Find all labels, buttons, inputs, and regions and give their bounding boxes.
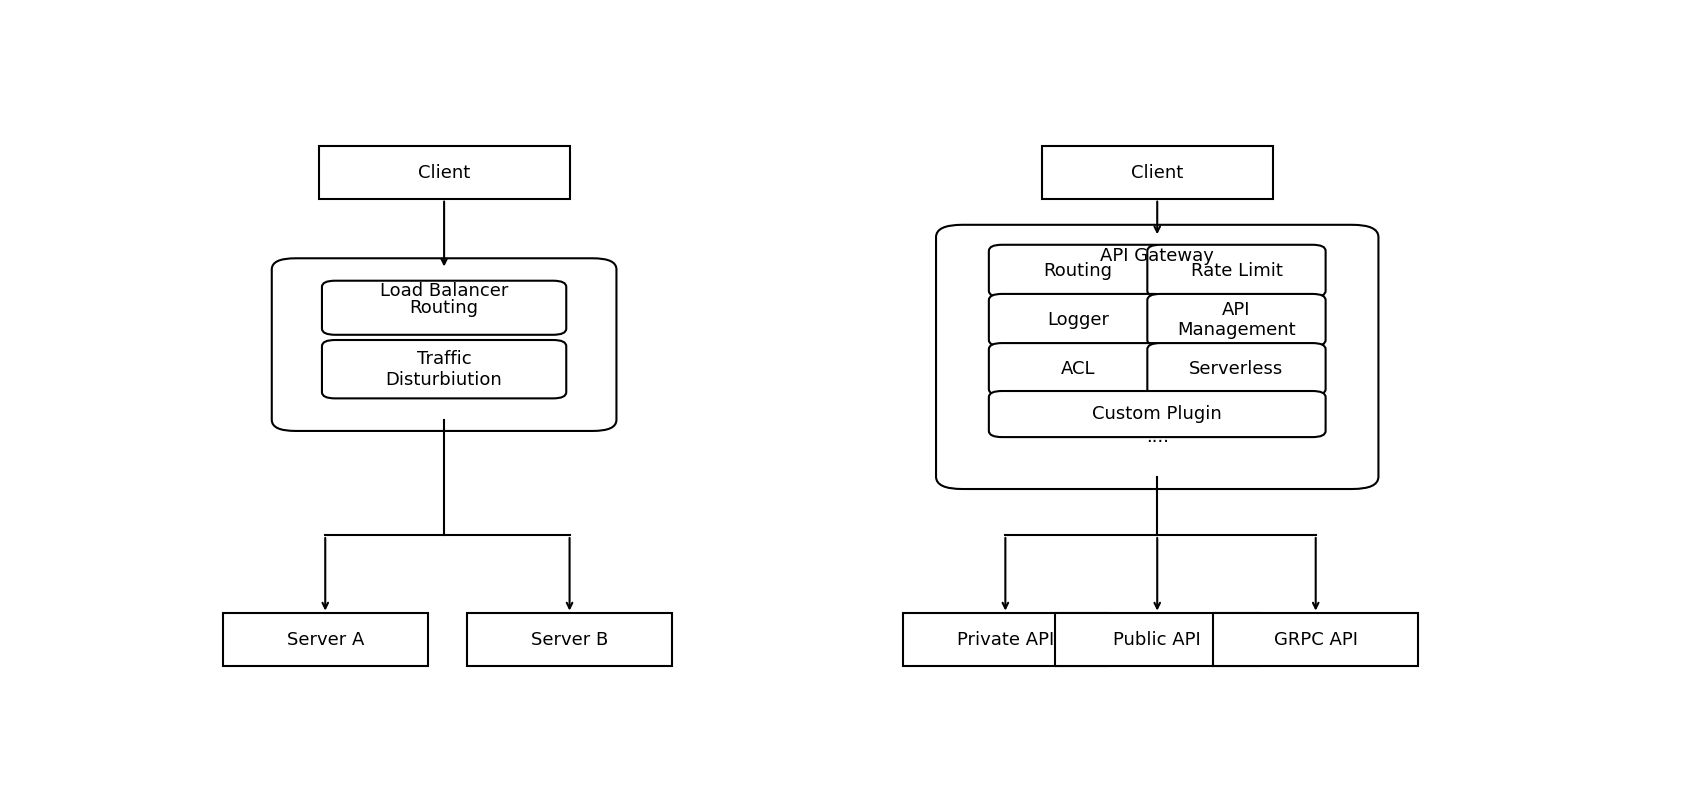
Text: API
Management: API Management <box>1177 301 1295 339</box>
FancyBboxPatch shape <box>1147 294 1326 346</box>
FancyBboxPatch shape <box>988 245 1167 297</box>
Text: Load Balancer: Load Balancer <box>380 282 508 300</box>
Text: Server B: Server B <box>532 630 608 649</box>
Text: Rate Limit: Rate Limit <box>1191 262 1283 280</box>
Text: Private API: Private API <box>956 630 1055 649</box>
FancyBboxPatch shape <box>1147 245 1326 297</box>
FancyBboxPatch shape <box>988 343 1167 395</box>
FancyBboxPatch shape <box>1055 614 1259 666</box>
Text: Traffic
Disturbiution: Traffic Disturbiution <box>385 350 503 389</box>
Text: Server A: Server A <box>286 630 365 649</box>
FancyBboxPatch shape <box>271 259 617 431</box>
FancyBboxPatch shape <box>1041 147 1273 199</box>
Text: Client: Client <box>1131 164 1183 182</box>
FancyBboxPatch shape <box>1147 343 1326 395</box>
FancyBboxPatch shape <box>988 391 1326 437</box>
Text: Routing: Routing <box>1043 262 1113 280</box>
Text: API Gateway: API Gateway <box>1101 247 1215 264</box>
Text: GRPC API: GRPC API <box>1273 630 1358 649</box>
FancyBboxPatch shape <box>467 614 671 666</box>
Text: Client: Client <box>417 164 470 182</box>
Text: ACL: ACL <box>1062 360 1096 378</box>
FancyBboxPatch shape <box>935 225 1379 489</box>
Text: Serverless: Serverless <box>1189 360 1283 378</box>
FancyBboxPatch shape <box>223 614 428 666</box>
Text: Public API: Public API <box>1113 630 1201 649</box>
Text: Routing: Routing <box>409 298 479 317</box>
FancyBboxPatch shape <box>903 614 1108 666</box>
Text: Logger: Logger <box>1046 311 1109 329</box>
FancyBboxPatch shape <box>988 294 1167 346</box>
Text: ....: .... <box>1145 428 1169 446</box>
FancyBboxPatch shape <box>322 281 566 335</box>
Text: Custom Plugin: Custom Plugin <box>1092 405 1222 423</box>
FancyBboxPatch shape <box>319 147 569 199</box>
FancyBboxPatch shape <box>322 340 566 398</box>
FancyBboxPatch shape <box>1213 614 1418 666</box>
